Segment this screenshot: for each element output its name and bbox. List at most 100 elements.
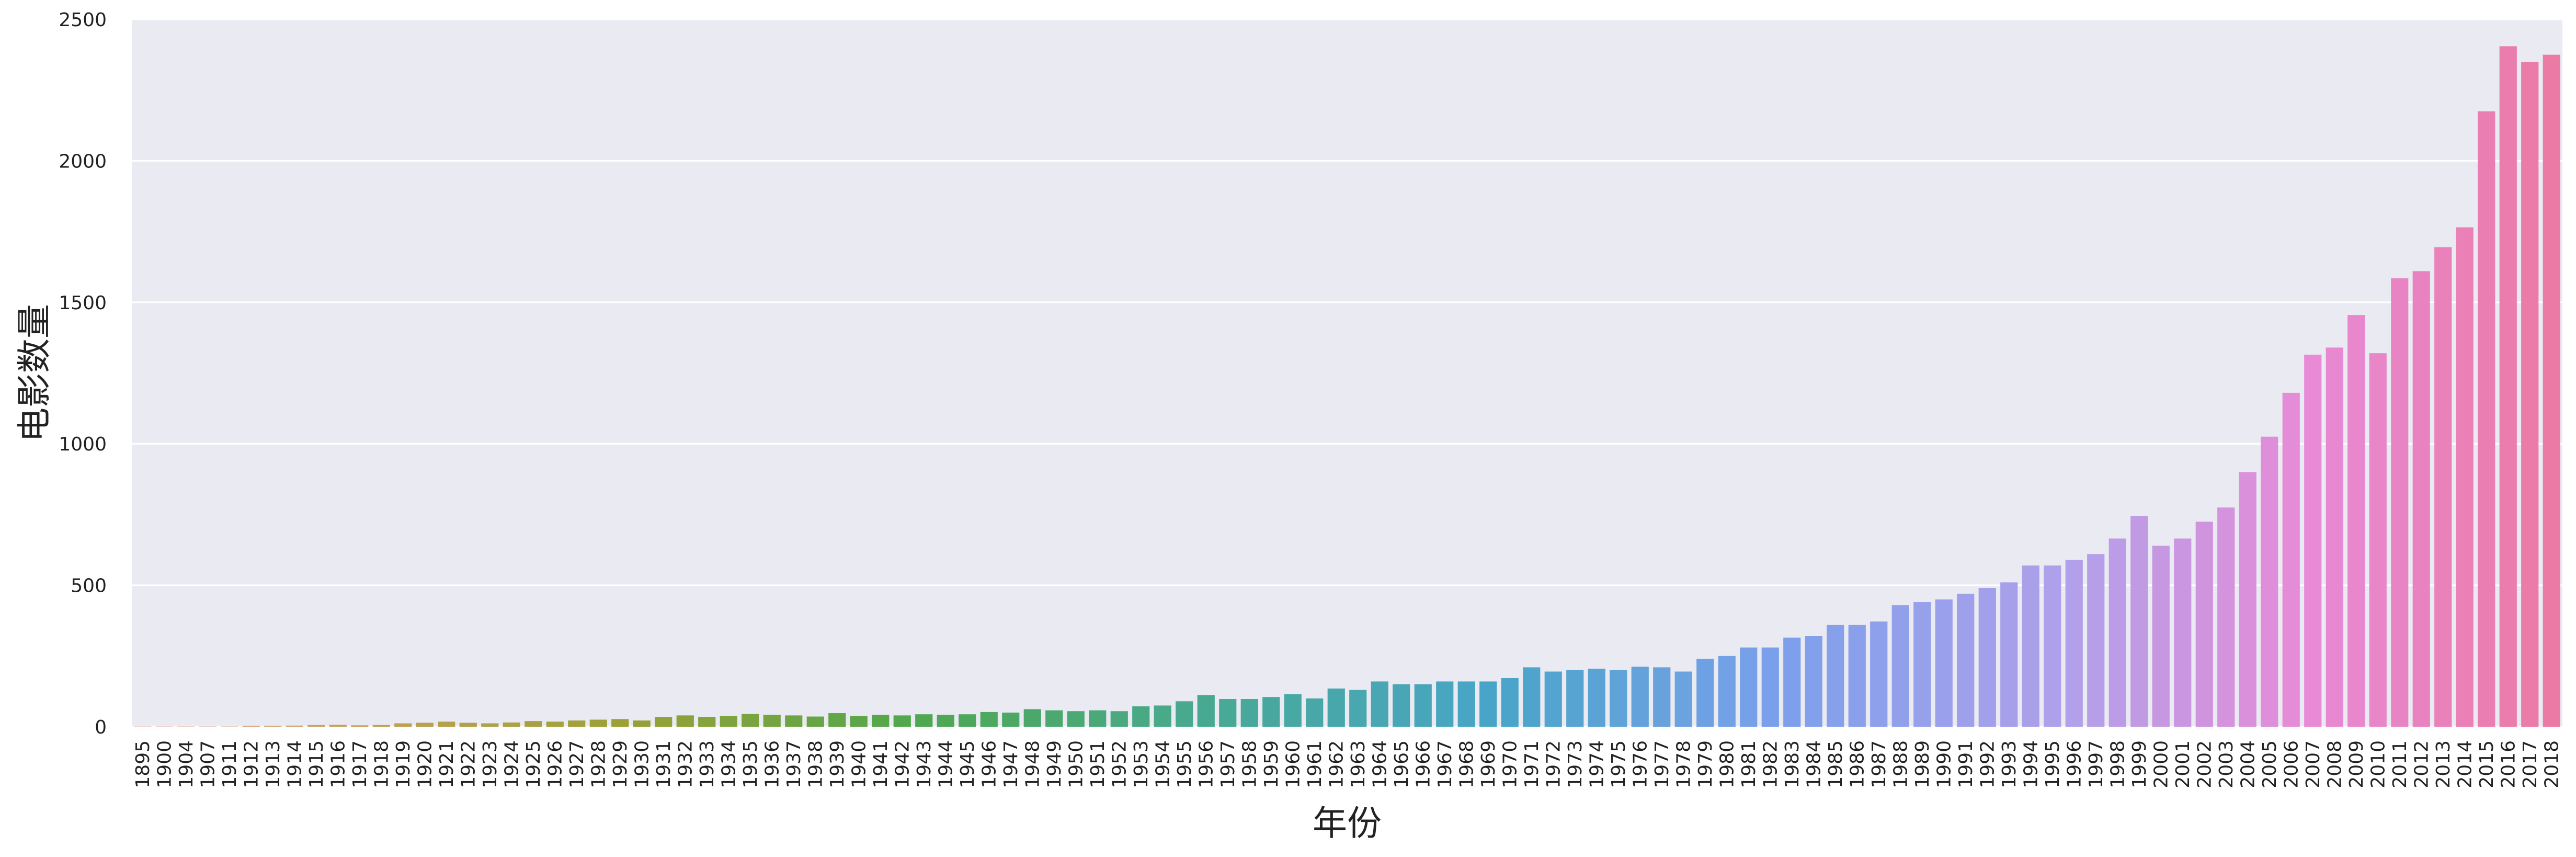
bar-2010 (2369, 353, 2387, 727)
x-tick-label: 1990 (1933, 740, 1955, 788)
bar-1981 (1740, 647, 1758, 727)
bar-1940 (850, 716, 868, 727)
bar-2006 (2282, 392, 2300, 727)
x-tick-label: 1924 (501, 740, 522, 788)
bar-1948 (1023, 709, 1041, 727)
bar-1994 (2022, 565, 2039, 727)
bar-1982 (1761, 647, 1779, 727)
x-tick-label: 2008 (2324, 740, 2345, 788)
bar-1963 (1349, 690, 1367, 727)
x-tick-label: 1922 (458, 740, 479, 788)
bar-1980 (1718, 656, 1736, 727)
bar-1961 (1306, 698, 1324, 727)
bar-1921 (438, 721, 455, 727)
x-tick-label: 1913 (263, 740, 284, 788)
bar-2003 (2217, 507, 2235, 727)
x-tick-label: 1978 (1673, 740, 1694, 788)
x-tick-label: 2005 (2259, 740, 2281, 788)
x-tick-label: 2010 (2367, 740, 2389, 788)
bar-1926 (546, 721, 564, 727)
x-tick-label: 1992 (1977, 740, 1998, 788)
bar-1986 (1848, 625, 1866, 727)
bar-1935 (742, 714, 759, 727)
bar-2017 (2521, 62, 2539, 727)
x-tick-label: 1954 (1152, 740, 1173, 788)
bar-1988 (1891, 605, 1909, 727)
bar-2018 (2543, 54, 2560, 727)
bar-1915 (307, 725, 325, 727)
bar-1904 (177, 726, 195, 727)
bar-1958 (1240, 699, 1258, 727)
bar-1970 (1501, 678, 1519, 727)
bar-1928 (589, 719, 607, 727)
bar-1925 (525, 721, 542, 727)
bar-1998 (2108, 538, 2126, 727)
x-tick-label: 1900 (154, 740, 175, 788)
bar-1995 (2044, 565, 2061, 727)
bar-1933 (698, 717, 716, 727)
bar-1939 (828, 713, 846, 727)
y-tick-label: 500 (71, 576, 107, 597)
y-tick-label: 1000 (59, 434, 107, 455)
bar-1976 (1631, 667, 1649, 727)
bar-1919 (394, 723, 412, 727)
x-tick-label: 1999 (2129, 740, 2150, 788)
x-tick-label: 1935 (740, 740, 761, 788)
bar-1932 (676, 715, 694, 727)
x-tick-label: 1941 (870, 740, 892, 788)
x-tick-label: 1932 (675, 740, 696, 788)
bar-1959 (1262, 697, 1280, 727)
x-tick-label: 2007 (2303, 740, 2324, 788)
x-tick-label: 1933 (697, 740, 718, 788)
x-tick-label: 1945 (957, 740, 978, 788)
x-tick-label: 2000 (2150, 740, 2172, 788)
bar-1967 (1436, 681, 1454, 727)
bar-1999 (2130, 516, 2148, 727)
bar-2008 (2326, 347, 2343, 727)
x-tick-label: 1989 (1912, 740, 1933, 788)
bar-1914 (286, 725, 303, 727)
bar-1924 (503, 722, 520, 727)
bar-1971 (1523, 667, 1541, 727)
bar-1950 (1067, 711, 1085, 727)
x-tick-label: 2016 (2498, 740, 2519, 788)
y-tick-labels: 0 500 1000 1500 2000 2500 (59, 9, 107, 738)
bar-1927 (568, 720, 586, 727)
x-tick-label: 1982 (1760, 740, 1781, 788)
bar-1996 (2065, 559, 2083, 727)
bar-1947 (1002, 712, 1020, 727)
bar-1969 (1479, 681, 1497, 727)
bar-1946 (980, 712, 998, 727)
x-tick-label: 1971 (1521, 740, 1543, 788)
x-tick-label: 1991 (1955, 740, 1977, 788)
x-tick-label: 1957 (1217, 740, 1239, 788)
x-tick-label: 1973 (1565, 740, 1586, 788)
bar-1952 (1110, 711, 1128, 727)
bar-1930 (633, 720, 651, 727)
x-tick-label: 1983 (1782, 740, 1803, 788)
x-tick-label: 1987 (1868, 740, 1890, 788)
bar-2016 (2499, 46, 2517, 727)
bar-1954 (1154, 705, 1171, 727)
bar-1917 (351, 725, 369, 727)
x-tick-label: 1960 (1282, 740, 1304, 788)
x-tick-labels: 1895 1900 1904 1907 1911 1912 1913 1914 1915 1916… (132, 740, 2563, 788)
x-tick-label: 1926 (544, 740, 566, 788)
bar-2015 (2478, 111, 2495, 727)
x-tick-label: 1914 (284, 740, 305, 788)
x-tick-label: 2012 (2411, 740, 2432, 788)
x-tick-label: 1996 (2064, 740, 2085, 788)
x-tick-label: 1993 (1999, 740, 2020, 788)
x-tick-label: 1915 (306, 740, 327, 788)
x-tick-label: 1911 (219, 740, 241, 788)
bar-1949 (1045, 710, 1063, 727)
x-tick-label: 2014 (2454, 740, 2476, 788)
x-tick-label: 2018 (2541, 740, 2562, 788)
bar-1934 (720, 716, 737, 727)
bar-1960 (1284, 694, 1302, 727)
x-tick-label: 1917 (349, 740, 371, 788)
x-tick-label: 1930 (631, 740, 653, 788)
x-tick-label: 1966 (1412, 740, 1434, 788)
bar-1931 (655, 717, 673, 727)
x-tick-label: 1953 (1131, 740, 1152, 788)
